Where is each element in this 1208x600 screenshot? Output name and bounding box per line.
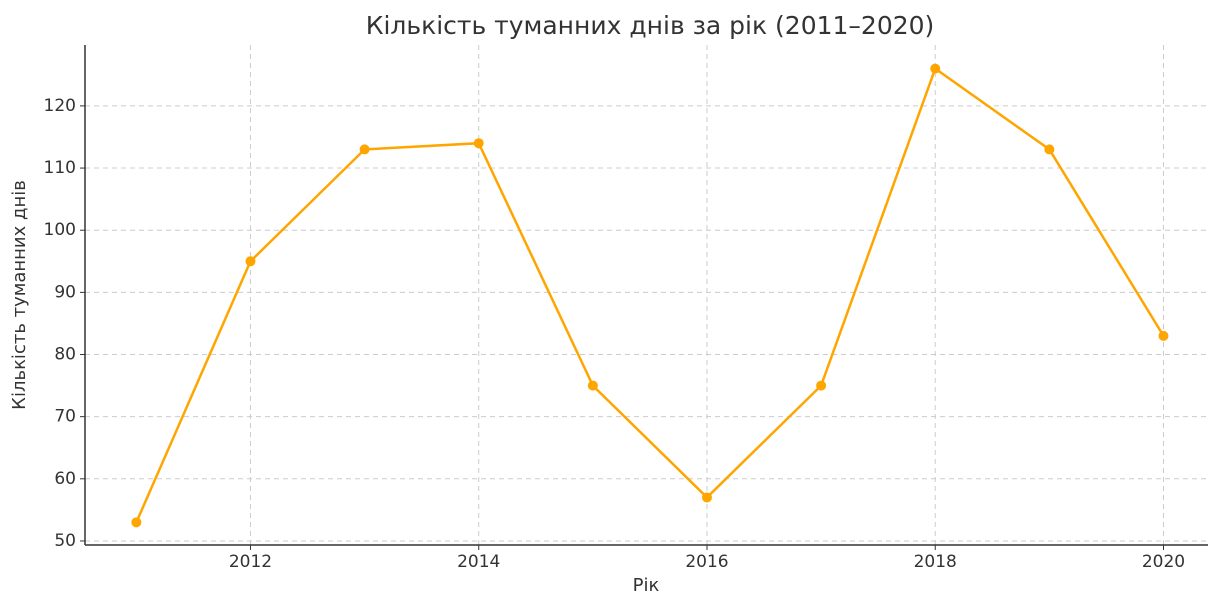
y-tick-label: 60 xyxy=(54,469,76,489)
point xyxy=(473,138,484,149)
point xyxy=(930,63,941,74)
x-axis-label: Рік xyxy=(633,575,660,596)
point xyxy=(359,144,370,155)
point xyxy=(131,517,142,528)
y-tick-label: 110 xyxy=(44,158,76,178)
y-tick-label: 100 xyxy=(44,220,76,240)
y-tick-label: 80 xyxy=(54,345,76,365)
y-axis-label: Кількість туманних днів xyxy=(9,180,30,410)
point xyxy=(701,492,712,503)
point xyxy=(245,256,256,267)
y-tick-label: 50 xyxy=(54,531,76,551)
y-tick-label: 120 xyxy=(44,96,76,116)
x-tick-label: 2018 xyxy=(914,552,957,572)
x-tick-label: 2016 xyxy=(685,552,728,572)
point xyxy=(816,380,827,391)
y-tick-label: 70 xyxy=(54,407,76,427)
x-tick-label: 2014 xyxy=(457,552,500,572)
line xyxy=(135,66,1165,523)
x-tick-label: 2012 xyxy=(229,552,272,572)
chart-title: Кількість туманних днів за рік (2011–202… xyxy=(366,11,935,40)
point xyxy=(587,380,598,391)
x-tick-label: 2020 xyxy=(1142,552,1185,572)
point xyxy=(1044,144,1055,155)
y-tick-label: 90 xyxy=(54,282,76,302)
point xyxy=(1158,330,1169,341)
